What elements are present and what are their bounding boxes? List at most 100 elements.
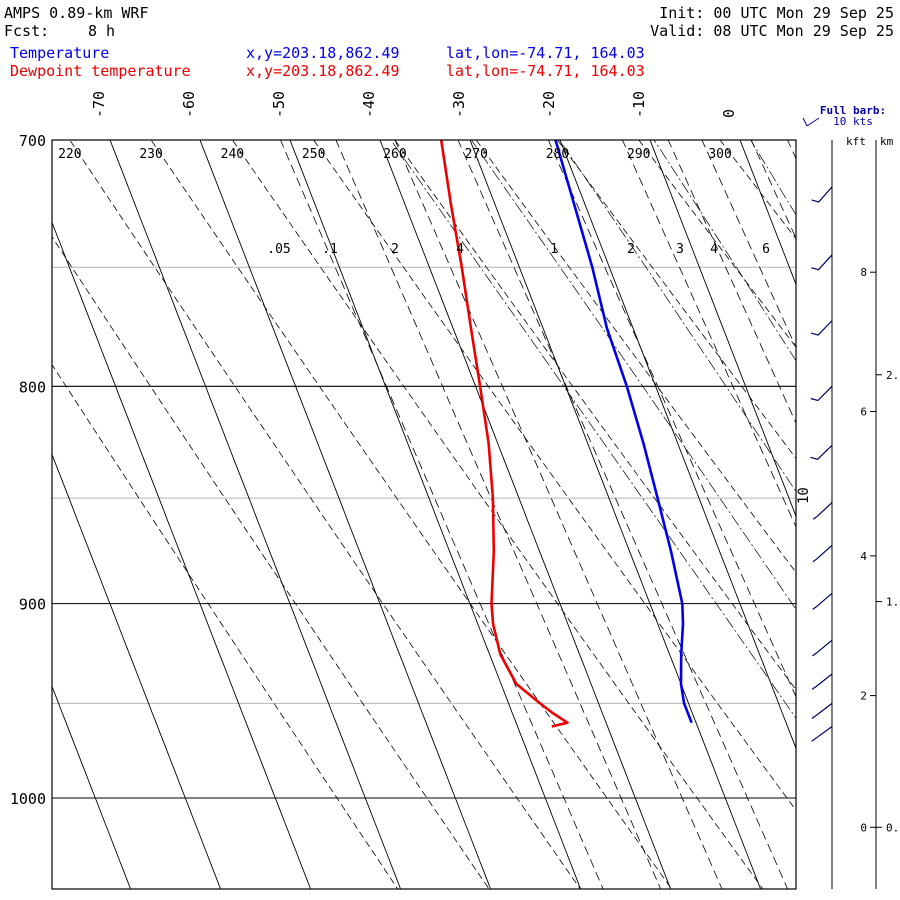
pressure-tick-label: 900 xyxy=(19,596,46,614)
mixing-ratio-line xyxy=(787,140,796,160)
mixing-ratio-line xyxy=(335,140,662,889)
theta-label: 300 xyxy=(708,147,731,162)
dry-adiabat-line xyxy=(52,236,490,889)
wind-barb-column: Full barb:10 kts xyxy=(802,104,886,742)
mixing-ratio-label: 2 xyxy=(391,242,399,257)
temperature-tick-label: -40 xyxy=(360,91,378,118)
plot-frame xyxy=(51,139,797,890)
wind-barb xyxy=(811,186,833,203)
isotherm-line xyxy=(649,140,796,518)
wind-barb xyxy=(810,385,833,402)
km-label: km xyxy=(880,135,894,148)
mixing-ratio-line xyxy=(804,114,900,900)
dry-adiabat-line xyxy=(313,140,796,811)
temperature-tick-label: -50 xyxy=(270,91,288,118)
wind-barb xyxy=(810,320,833,336)
isotherm-line xyxy=(469,140,762,889)
moist-adiabat-line xyxy=(653,140,796,362)
temperature-tick-label: -30 xyxy=(450,91,468,118)
wind-barb xyxy=(810,444,833,460)
wind-barb xyxy=(812,544,833,563)
mixing-ratio-label: 4 xyxy=(456,242,464,257)
height-axis: kft km 8 6 4 2 0 2. 1. 0. xyxy=(831,135,899,889)
mixing-ratio-label: 2 xyxy=(627,242,635,257)
theta-label: 290 xyxy=(627,147,650,162)
isotherm-line xyxy=(109,140,402,889)
isotherm-line xyxy=(0,114,60,900)
sounding-profiles xyxy=(439,140,693,728)
wind-barb xyxy=(812,639,833,657)
wind-barb-legend-value: 10 kts xyxy=(833,115,873,128)
dry-adiabat-line xyxy=(150,140,673,889)
isotherm-line xyxy=(379,140,672,889)
temperature-tick-label: -20 xyxy=(540,91,558,118)
temperature-profile xyxy=(554,140,693,724)
grid-lines xyxy=(0,114,900,900)
moist-adiabat-line xyxy=(390,140,796,719)
valid-time: Valid: 08 UTC Mon 29 Sep 25 xyxy=(650,22,894,40)
mixing-ratio-label: 3 xyxy=(676,242,684,257)
temperature-latlon: lat,lon=-74.71, 164.03 xyxy=(446,44,645,62)
km-tick-label: 0. xyxy=(886,821,899,834)
dry-adiabat-line xyxy=(52,363,399,889)
kft-tick-label: 2 xyxy=(860,690,867,703)
dewpoint-profile xyxy=(439,140,569,728)
isotherm-line xyxy=(559,140,796,750)
forecast-label: Fcst: xyxy=(4,22,50,40)
dry-adiabat-line xyxy=(69,140,581,889)
wind-barb-legend-title: Full barb: xyxy=(820,104,886,117)
temperature-tick-label: -60 xyxy=(180,91,198,118)
pressure-tick-label: 800 xyxy=(19,378,46,396)
moist-adiabat-line xyxy=(470,140,796,610)
isotherm-line xyxy=(52,453,222,889)
mixing-ratio-line xyxy=(701,140,796,349)
moist-adiabat-line xyxy=(829,114,900,900)
kft-tick-label: 8 xyxy=(860,266,867,279)
dry-adiabat-line xyxy=(862,114,900,900)
km-tick-label: 2. xyxy=(886,369,899,382)
wind-barb xyxy=(811,673,833,690)
wind-barb xyxy=(811,254,833,271)
temperature-tick-label: 0 xyxy=(720,109,738,118)
mixing-ratio-label: .1 xyxy=(322,242,338,257)
isotherm-line xyxy=(289,140,582,889)
moist-adiabat-line xyxy=(558,140,796,493)
theta-label: 250 xyxy=(302,147,325,162)
temperature-tick-label: -70 xyxy=(90,91,108,118)
kft-tick-label: 6 xyxy=(860,406,867,419)
wind-barb xyxy=(812,502,833,520)
isotherm-line xyxy=(199,140,492,889)
mixing-ratio-label: 4 xyxy=(710,242,718,257)
mixing-ratio-line xyxy=(621,140,796,528)
theta-label: 260 xyxy=(383,147,406,162)
forecast-hour: 8 h xyxy=(88,22,116,40)
init-time: Init: 00 UTC Mon 29 Sep 25 xyxy=(659,4,894,22)
pressure-tick-label: 700 xyxy=(19,132,46,150)
dry-adiabat-line xyxy=(231,140,764,889)
mixing-ratio-line xyxy=(280,140,604,889)
theta-label: 220 xyxy=(58,147,81,162)
dry-adiabat-line xyxy=(719,140,796,240)
dewpoint-legend: Dewpoint temperature xyxy=(10,62,191,80)
mixing-ratio-label: 6 xyxy=(762,242,770,257)
pressure-tick-label: 1000 xyxy=(10,790,46,808)
mixing-ratio-label: 1 xyxy=(550,242,558,257)
wind-barb xyxy=(811,726,833,742)
wind-barb xyxy=(812,592,833,610)
model-title: AMPS 0.89-km WRF xyxy=(4,4,149,22)
isotherm-line xyxy=(52,221,312,889)
wind-barb-legend-symbol xyxy=(802,117,820,127)
isotherm-line xyxy=(739,140,796,286)
km-tick-label: 1. xyxy=(886,596,899,609)
mixing-ratio-line xyxy=(547,140,796,698)
moist-adiabat-line xyxy=(750,140,796,216)
dry-adiabat-line xyxy=(781,114,900,900)
dewpoint-xy: x,y=203.18,862.49 xyxy=(246,62,400,80)
temperature-xy: x,y=203.18,862.49 xyxy=(246,44,400,62)
kft-tick-label: 0 xyxy=(860,821,867,834)
dewpoint-latlon: lat,lon=-74.71, 164.03 xyxy=(446,62,645,80)
moist-adiabat-label: 10 xyxy=(796,487,812,504)
temperature-legend: Temperature xyxy=(10,44,110,62)
